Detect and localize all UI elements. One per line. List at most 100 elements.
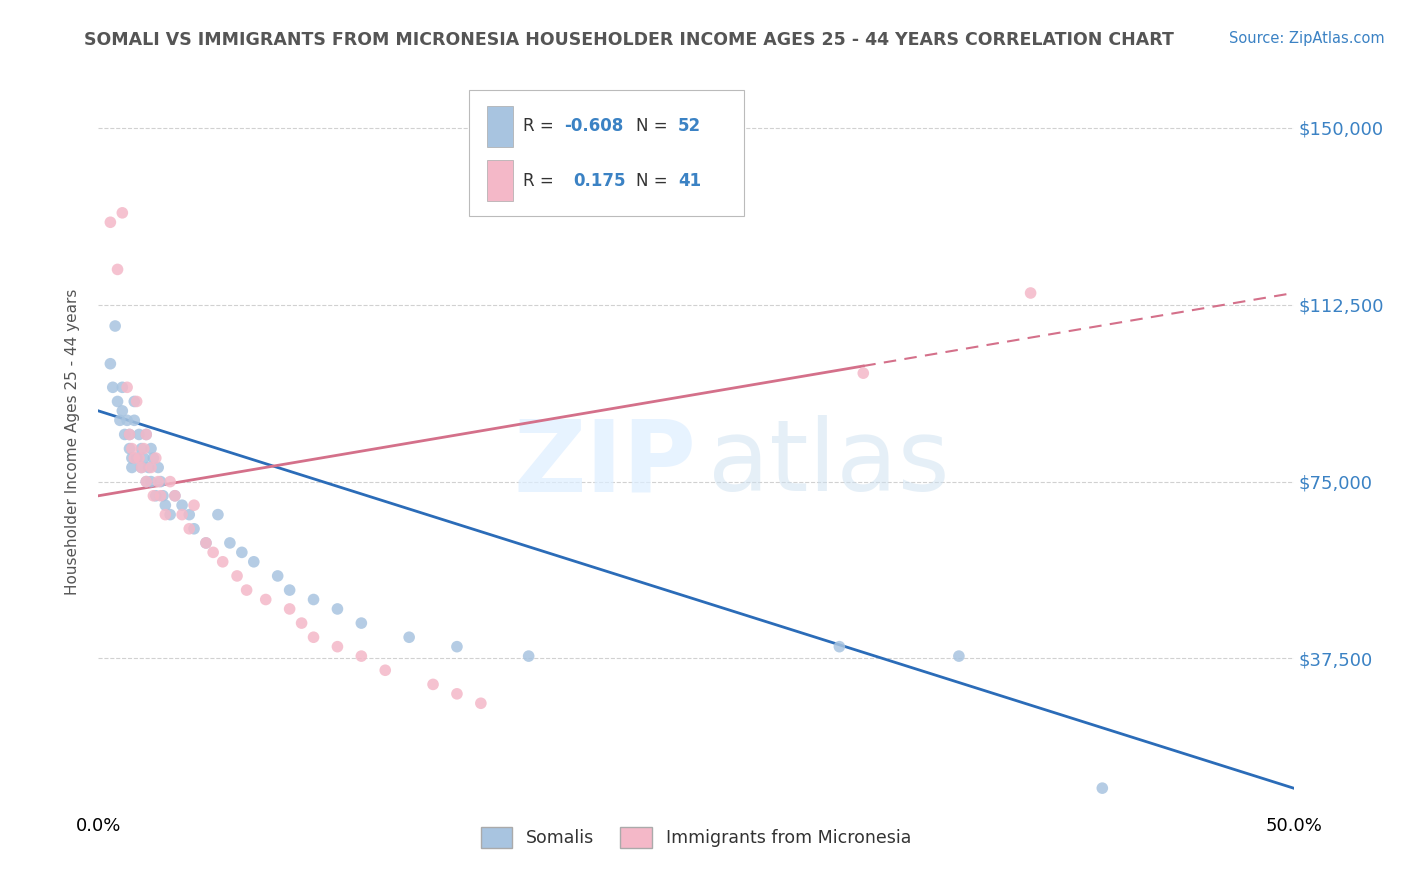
Text: 52: 52 — [678, 117, 702, 136]
Point — [108, 413, 131, 427]
Point — [374, 663, 396, 677]
Point — [326, 640, 349, 654]
Point — [118, 442, 141, 456]
Point — [142, 489, 165, 503]
Point — [148, 475, 170, 489]
Point — [195, 536, 218, 550]
Text: N =: N = — [636, 117, 673, 136]
Point — [302, 630, 325, 644]
Text: 0.175: 0.175 — [572, 172, 626, 190]
Point — [104, 318, 127, 333]
Point — [139, 460, 162, 475]
Point — [125, 451, 148, 466]
Point — [111, 380, 134, 394]
Point — [326, 602, 349, 616]
Point — [121, 442, 143, 456]
Point — [152, 489, 174, 503]
Point — [128, 451, 150, 466]
Text: ZIP: ZIP — [513, 416, 696, 512]
Point — [118, 427, 141, 442]
Text: SOMALI VS IMMIGRANTS FROM MICRONESIA HOUSEHOLDER INCOME AGES 25 - 44 YEARS CORRE: SOMALI VS IMMIGRANTS FROM MICRONESIA HOU… — [84, 31, 1174, 49]
Point — [124, 451, 146, 466]
FancyBboxPatch shape — [486, 106, 513, 147]
Point — [132, 451, 155, 466]
Text: R =: R = — [523, 117, 558, 136]
Point — [145, 489, 167, 503]
Point — [398, 630, 420, 644]
Point — [145, 451, 167, 466]
Point — [139, 475, 162, 489]
Point — [111, 206, 134, 220]
Point — [243, 555, 266, 569]
Point — [148, 460, 170, 475]
Point — [142, 451, 165, 466]
Point — [278, 583, 301, 598]
Point — [101, 380, 124, 394]
Point — [852, 366, 875, 380]
Point — [131, 460, 153, 475]
Point — [107, 394, 129, 409]
Point — [149, 489, 172, 503]
Point — [183, 522, 205, 536]
Point — [235, 583, 257, 598]
Point — [115, 380, 138, 394]
Point — [135, 427, 157, 442]
Point — [172, 498, 194, 512]
Point — [254, 592, 277, 607]
Point — [124, 394, 146, 409]
Point — [302, 592, 325, 607]
FancyBboxPatch shape — [486, 161, 513, 201]
Point — [278, 602, 301, 616]
Text: atlas: atlas — [709, 416, 949, 512]
Point — [115, 413, 138, 427]
Point — [267, 569, 290, 583]
Point — [135, 427, 157, 442]
Point — [131, 442, 153, 456]
Point — [1091, 781, 1114, 796]
Point — [183, 498, 205, 512]
Point — [291, 616, 314, 631]
Point — [128, 427, 150, 442]
Point — [118, 427, 141, 442]
Point — [211, 555, 233, 569]
Point — [159, 508, 181, 522]
Point — [195, 536, 218, 550]
Point — [138, 460, 160, 475]
Point — [179, 508, 201, 522]
Point — [135, 475, 157, 489]
Point — [226, 569, 249, 583]
Point — [163, 489, 186, 503]
Point — [155, 498, 177, 512]
Point — [202, 545, 225, 559]
Point — [179, 522, 201, 536]
Point — [422, 677, 444, 691]
Text: Source: ZipAtlas.com: Source: ZipAtlas.com — [1229, 31, 1385, 46]
Point — [121, 460, 143, 475]
Point — [219, 536, 242, 550]
Point — [107, 262, 129, 277]
Point — [446, 687, 468, 701]
Point — [517, 649, 540, 664]
Point — [1019, 285, 1042, 300]
Point — [124, 413, 146, 427]
Point — [446, 640, 468, 654]
FancyBboxPatch shape — [470, 90, 744, 216]
Point — [131, 460, 153, 475]
Legend: Somalis, Immigrants from Micronesia: Somalis, Immigrants from Micronesia — [474, 820, 918, 855]
Point — [139, 442, 162, 456]
Point — [135, 475, 157, 489]
Point — [948, 649, 970, 664]
Point — [98, 357, 122, 371]
Point — [350, 649, 373, 664]
Point — [132, 442, 155, 456]
Point — [98, 215, 122, 229]
Point — [114, 427, 136, 442]
Point — [828, 640, 851, 654]
Point — [125, 394, 148, 409]
Y-axis label: Householder Income Ages 25 - 44 years: Householder Income Ages 25 - 44 years — [65, 288, 80, 595]
Point — [149, 475, 172, 489]
Point — [121, 451, 143, 466]
Point — [155, 508, 177, 522]
Point — [231, 545, 253, 559]
Point — [470, 696, 492, 710]
